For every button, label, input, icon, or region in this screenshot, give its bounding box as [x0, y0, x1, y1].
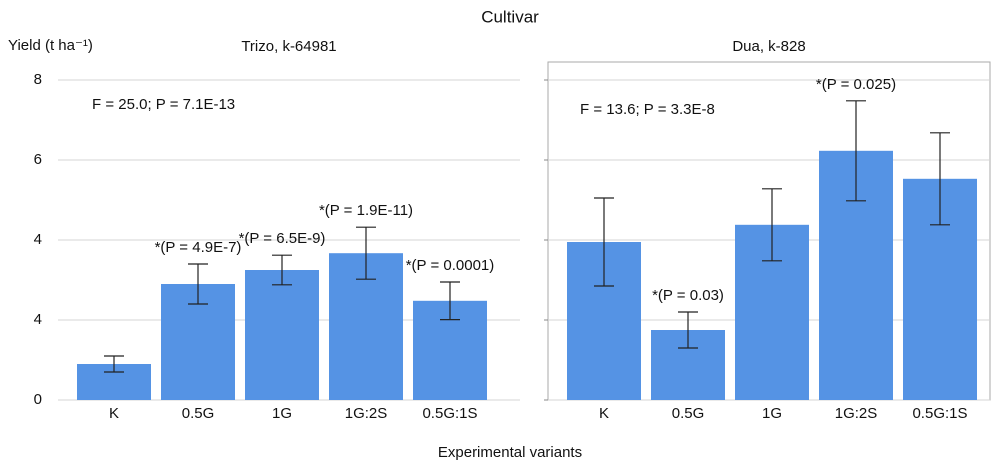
- bar-note: *(P = 0.03): [652, 287, 724, 304]
- x-tick-label: 1G:2S: [345, 405, 388, 422]
- panel-title: Trizo, k-64981: [241, 38, 336, 55]
- y-tick-label: 6: [34, 151, 42, 168]
- x-axis-label: Experimental variants: [438, 444, 582, 461]
- y-tick-label: 8: [34, 71, 42, 88]
- x-tick-label: 0.5G: [672, 405, 705, 422]
- bar-note: *(P = 0.0001): [406, 257, 495, 274]
- y-tick-label: 4: [34, 311, 42, 328]
- x-tick-label: 0.5G: [182, 405, 215, 422]
- x-tick-label: 1G: [762, 405, 782, 422]
- x-tick-label: K: [109, 405, 119, 422]
- bar-note: *(P = 0.025): [816, 76, 896, 93]
- x-tick-label: 1G:2S: [835, 405, 878, 422]
- panel-title: Dua, k-828: [732, 38, 805, 55]
- bar-note: *(P = 4.9E-7): [155, 239, 242, 256]
- y-tick-label: 4: [34, 231, 42, 248]
- y-axis-label: Yield (t ha⁻¹): [8, 37, 93, 54]
- bar-note: *(P = 1.9E-11): [319, 202, 413, 219]
- bar-note: *(P = 6.5E-9): [239, 230, 326, 247]
- x-tick-label: K: [599, 405, 609, 422]
- figure-title: Cultivar: [481, 7, 539, 26]
- y-tick-label: 0: [34, 391, 42, 408]
- annotation: F = 13.6; P = 3.3E-8: [580, 101, 715, 118]
- annotation: F = 25.0; P = 7.1E-13: [92, 96, 235, 113]
- x-tick-label: 0.5G:1S: [422, 405, 477, 422]
- bar: [245, 270, 319, 400]
- x-tick-label: 1G: [272, 405, 292, 422]
- x-tick-label: 0.5G:1S: [912, 405, 967, 422]
